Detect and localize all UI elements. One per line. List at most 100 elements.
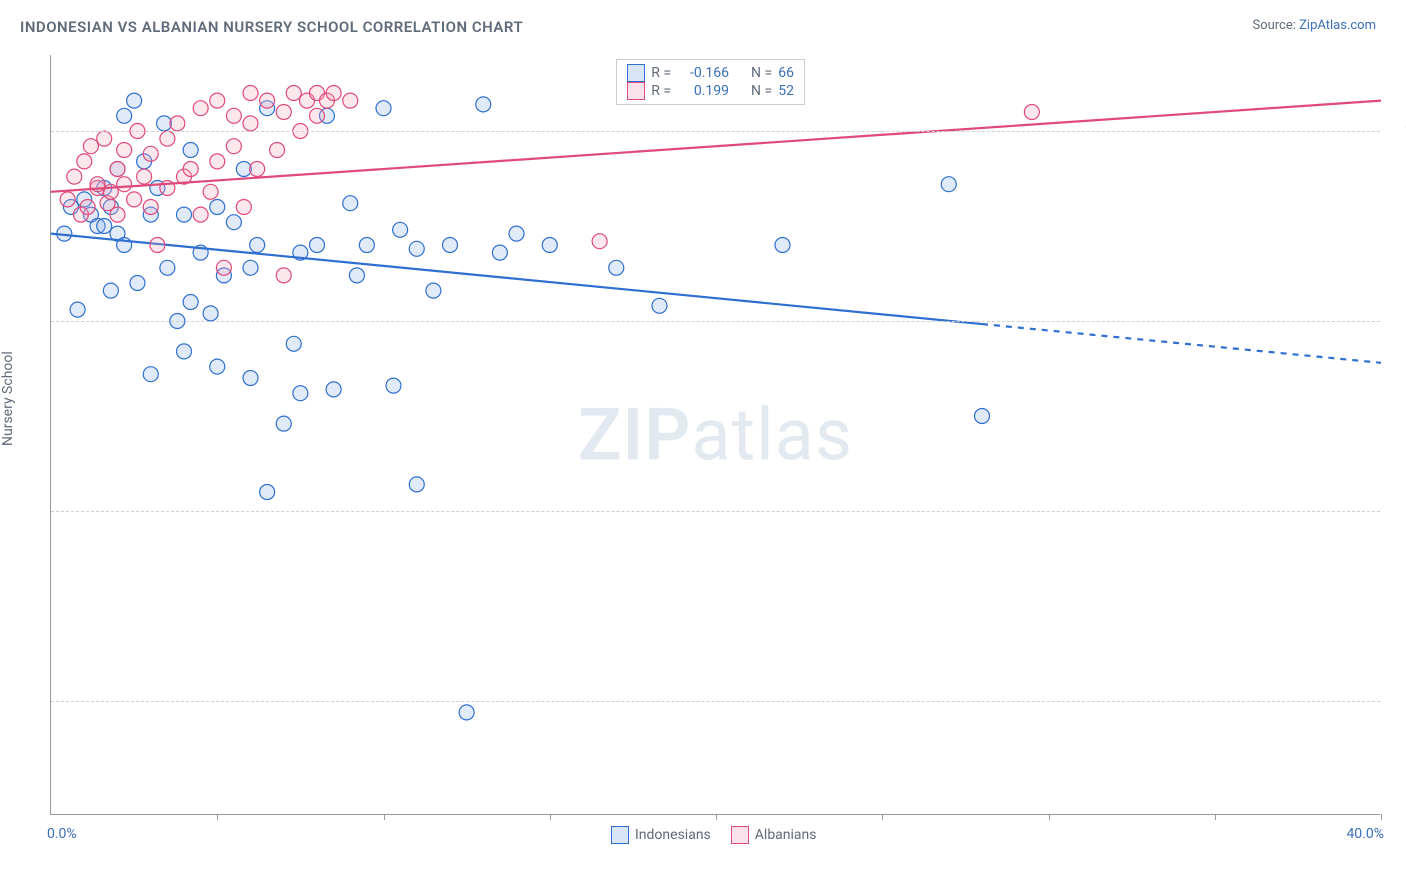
data-point xyxy=(97,131,112,146)
data-point xyxy=(476,97,491,112)
data-point xyxy=(775,238,790,253)
data-point xyxy=(210,93,225,108)
series-name: Indonesians xyxy=(635,827,711,843)
data-point xyxy=(127,192,142,207)
y-tick-label: 90.0% xyxy=(1390,503,1406,519)
data-point xyxy=(77,154,92,169)
data-point xyxy=(117,108,132,123)
data-point xyxy=(293,386,308,401)
data-point xyxy=(492,245,507,260)
data-point xyxy=(459,705,474,720)
data-point xyxy=(975,409,990,424)
data-point xyxy=(236,200,251,215)
r-value: 0.199 xyxy=(677,83,729,99)
trend-line-dashed xyxy=(982,324,1381,363)
series-name: Albanians xyxy=(755,827,817,843)
source-label: Source: ZipAtlas.com xyxy=(1252,18,1376,33)
data-point xyxy=(110,162,125,177)
data-point xyxy=(137,169,152,184)
data-point xyxy=(143,200,158,215)
n-value: 66 xyxy=(778,65,794,81)
data-point xyxy=(160,260,175,275)
data-point xyxy=(203,184,218,199)
data-point xyxy=(193,207,208,222)
x-min-label: 0.0% xyxy=(47,826,77,842)
data-point xyxy=(117,177,132,192)
data-point xyxy=(70,302,85,317)
r-value: -0.166 xyxy=(677,65,729,81)
y-tick-label: 85.0% xyxy=(1390,693,1406,709)
data-point xyxy=(276,105,291,120)
n-value: 52 xyxy=(778,83,794,99)
data-point xyxy=(276,416,291,431)
data-point xyxy=(226,139,241,154)
data-point xyxy=(110,207,125,222)
data-point xyxy=(286,336,301,351)
data-point xyxy=(210,359,225,374)
legend-swatch xyxy=(731,826,749,844)
stats-legend-row: R =0.199N =52 xyxy=(627,82,794,100)
data-point xyxy=(609,260,624,275)
source-prefix: Source: xyxy=(1252,18,1299,33)
chart-title: INDONESIAN VS ALBANIAN NURSERY SCHOOL CO… xyxy=(20,18,523,36)
data-point xyxy=(376,101,391,116)
y-axis-label: Nursery School xyxy=(0,351,16,446)
source-link[interactable]: ZipAtlas.com xyxy=(1299,18,1376,33)
gridline xyxy=(51,701,1380,702)
x-tick xyxy=(1049,814,1050,820)
data-point xyxy=(260,485,275,500)
data-point xyxy=(542,238,557,253)
data-point xyxy=(160,131,175,146)
data-point xyxy=(67,169,82,184)
data-point xyxy=(326,86,341,101)
x-tick xyxy=(1381,814,1382,820)
data-point xyxy=(349,268,364,283)
data-point xyxy=(343,196,358,211)
data-point xyxy=(250,162,265,177)
data-point xyxy=(250,238,265,253)
r-label: R = xyxy=(651,65,671,81)
stats-legend-row: R = -0.166 N = 66 xyxy=(627,64,794,82)
data-point xyxy=(393,222,408,237)
x-tick xyxy=(217,814,218,820)
data-point xyxy=(243,116,258,131)
data-point xyxy=(203,306,218,321)
stats-legend: R = -0.166 N = 66R =0.199N =52 xyxy=(616,59,805,105)
data-point xyxy=(80,200,95,215)
data-point xyxy=(83,139,98,154)
data-point xyxy=(117,143,132,158)
data-point xyxy=(216,260,231,275)
data-point xyxy=(177,207,192,222)
x-tick xyxy=(716,814,717,820)
gridline xyxy=(51,131,1380,132)
data-point xyxy=(183,143,198,158)
data-point xyxy=(177,344,192,359)
x-tick xyxy=(550,814,551,820)
data-point xyxy=(652,298,667,313)
n-label: N = xyxy=(751,65,772,81)
x-tick xyxy=(1215,814,1216,820)
data-point xyxy=(143,367,158,382)
legend-swatch xyxy=(627,82,645,100)
data-point xyxy=(226,108,241,123)
data-point xyxy=(193,101,208,116)
data-point xyxy=(210,200,225,215)
data-point xyxy=(1024,105,1039,120)
data-point xyxy=(130,276,145,291)
data-point xyxy=(386,378,401,393)
x-tick xyxy=(384,814,385,820)
data-point xyxy=(170,116,185,131)
data-point xyxy=(143,146,158,161)
data-point xyxy=(286,86,301,101)
data-point xyxy=(60,192,75,207)
data-point xyxy=(409,477,424,492)
data-point xyxy=(103,283,118,298)
data-point xyxy=(127,93,142,108)
data-point xyxy=(183,295,198,310)
data-point xyxy=(426,283,441,298)
data-point xyxy=(243,260,258,275)
data-point xyxy=(183,162,198,177)
y-tick-label: 100.0% xyxy=(1390,123,1406,139)
data-point xyxy=(310,238,325,253)
data-point xyxy=(226,215,241,230)
